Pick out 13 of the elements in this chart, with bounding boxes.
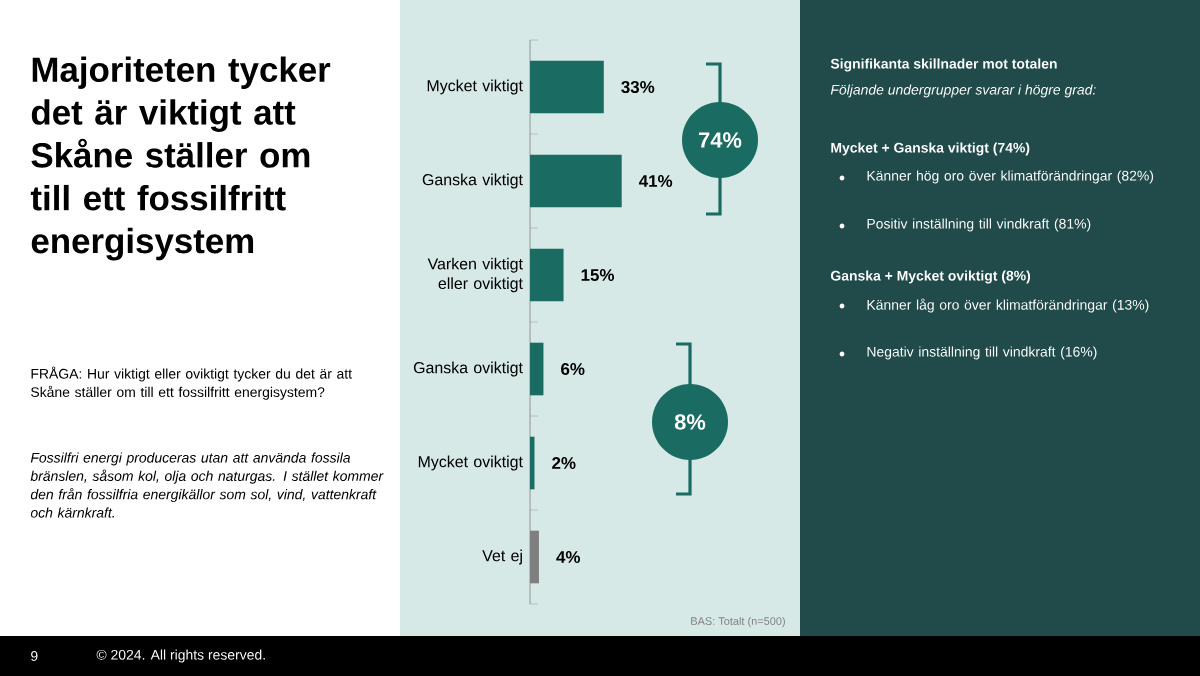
text: 74% [699, 132, 742, 148]
data-label: 2% [552, 457, 576, 469]
data-label: 6% [561, 363, 585, 375]
bar [530, 60, 604, 114]
data-label: 41% [638, 175, 673, 187]
data-label: 15% [581, 269, 615, 281]
bar [530, 342, 544, 396]
text: Majoriteten tycker det är viktigt att Skåne ställer om till ett fossilfritt energisystem [30, 56, 331, 261]
bar [530, 248, 564, 302]
data-label: 4% [556, 551, 581, 563]
bar [530, 154, 622, 208]
text: 8% [674, 414, 706, 430]
data-label: 33% [621, 81, 655, 94]
